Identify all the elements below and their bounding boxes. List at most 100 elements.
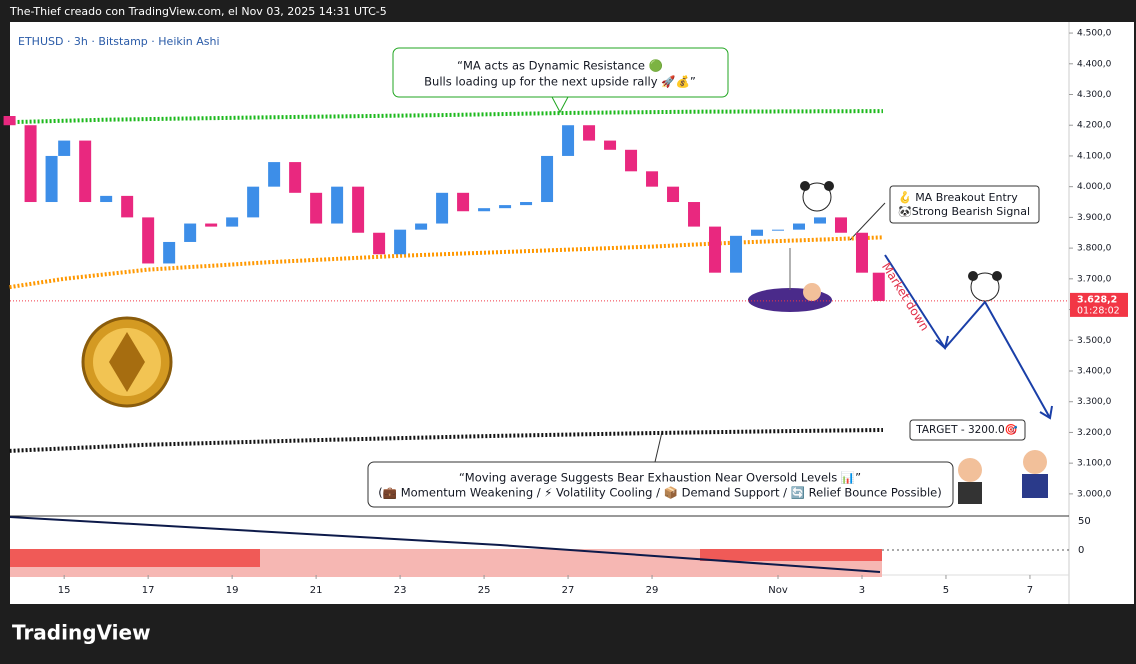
y-tick-label: 4.200,0 <box>1077 121 1112 131</box>
candle-body <box>562 125 575 156</box>
lower-tick-label: 0 <box>1078 545 1084 556</box>
annotation: 🪝 MA Breakout Entry <box>898 191 1018 204</box>
candle-body <box>3 116 16 126</box>
projection <box>884 254 1051 419</box>
y-tick-label: 4.000,0 <box>1077 182 1112 192</box>
candle-body <box>142 217 155 264</box>
x-tick-label: 27 <box>562 585 575 596</box>
candle-body <box>436 192 449 224</box>
candle-body <box>667 186 680 203</box>
annotation-box <box>392 47 729 98</box>
candle-body <box>373 232 386 255</box>
x-tick-label: 7 <box>1027 585 1033 596</box>
candle-body <box>730 235 743 273</box>
candle-body <box>247 186 260 218</box>
annotation: (💼 Momentum Weakening / ⚡ Volatility Coo… <box>378 486 941 500</box>
candle-body <box>45 155 58 203</box>
y-tick-label: 3.200,0 <box>1077 428 1112 438</box>
x-tick-label: 21 <box>310 585 323 596</box>
candle-body <box>604 140 617 150</box>
candle-body <box>834 217 847 233</box>
annotation: “MA acts as Dynamic Resistance 🟢 <box>457 59 663 73</box>
x-tick-label: 29 <box>646 585 659 596</box>
candle-body <box>394 229 407 255</box>
candle-body <box>499 205 512 209</box>
candle-body <box>520 202 533 206</box>
header: The-Thief creado con TradingView.com, el… <box>9 5 387 18</box>
x-tick-label: 15 <box>58 585 71 596</box>
histogram <box>10 549 260 567</box>
arrow-head <box>935 335 949 350</box>
candle-body <box>310 192 323 224</box>
candle-body <box>100 195 113 203</box>
pointer <box>654 431 663 463</box>
arrow-head <box>1039 405 1053 420</box>
lower-tick-label: 50 <box>1078 516 1091 527</box>
annotation: Bulls loading up for the next upside ral… <box>424 75 696 89</box>
candle-body <box>121 195 134 218</box>
moving-average <box>9 427 884 453</box>
candle-body <box>625 149 638 172</box>
candle-body <box>646 171 659 187</box>
x-tick-label: 17 <box>142 585 155 596</box>
candle-body <box>184 223 197 242</box>
candle-body <box>415 223 428 230</box>
candle-body <box>457 192 470 212</box>
candle-body <box>688 202 701 227</box>
annotation: TARGET - 3200.0🎯 <box>915 423 1018 436</box>
x-tick-label: Nov <box>768 585 788 596</box>
countdown: 01:28:02 <box>1077 305 1120 316</box>
candle-body <box>163 241 176 264</box>
characters <box>748 181 1048 504</box>
y-tick-label: 3.500,0 <box>1077 336 1112 346</box>
moving-average <box>9 235 884 290</box>
y-tick-label: 3.300,0 <box>1077 397 1112 407</box>
candle-body <box>772 229 785 231</box>
y-tick-label: 4.100,0 <box>1077 151 1112 161</box>
candle-body <box>813 217 826 224</box>
x-tick-label: 19 <box>226 585 239 596</box>
y-tick-label: 3.900,0 <box>1077 213 1112 223</box>
candle-body <box>58 140 71 156</box>
y-tick-label: 4.500,0 <box>1077 29 1112 39</box>
y-tick-label: 3.100,0 <box>1077 459 1112 469</box>
y-tick-label: 4.400,0 <box>1077 59 1112 69</box>
x-tick-label: 3 <box>859 585 865 596</box>
candle-body <box>541 155 554 203</box>
candle-body <box>79 140 92 203</box>
last-price-label: 3.628,2 <box>1077 294 1117 305</box>
lower-pane <box>9 516 1069 577</box>
candle-body <box>205 223 218 227</box>
footer-logo: TradingView <box>12 621 151 645</box>
candle-body <box>855 232 868 273</box>
candle-body <box>352 186 365 233</box>
pointer <box>551 96 569 114</box>
y-tick-label: 3.800,0 <box>1077 244 1112 254</box>
y-tick-label: 3.400,0 <box>1077 366 1112 376</box>
indicator-line <box>9 516 881 573</box>
x-tick-label: 25 <box>478 585 491 596</box>
annotation-box <box>889 185 1040 224</box>
pointer <box>849 202 886 241</box>
annotation-box <box>367 461 954 508</box>
candle-body <box>331 186 344 224</box>
candle-body <box>709 226 722 273</box>
candle-body <box>289 162 302 193</box>
annotation-box <box>909 419 1026 441</box>
y-tick-label: 3.700,0 <box>1077 274 1112 284</box>
y-tick-label: 4.300,0 <box>1077 90 1112 100</box>
x-tick-label: 5 <box>943 585 949 596</box>
y-tick-label: 3.000,0 <box>1077 489 1112 499</box>
candle-body <box>226 217 239 227</box>
moving-average <box>9 109 883 125</box>
candle-body <box>478 208 491 212</box>
x-tick-label: 23 <box>394 585 407 596</box>
annotation: 🐼Strong Bearish Signal <box>898 205 1030 218</box>
candle-body <box>583 125 596 141</box>
candle-body <box>268 162 281 187</box>
chart-area <box>10 22 1134 604</box>
candle-body <box>751 229 764 236</box>
candle-body <box>24 125 37 203</box>
last-price-box <box>1070 292 1128 317</box>
